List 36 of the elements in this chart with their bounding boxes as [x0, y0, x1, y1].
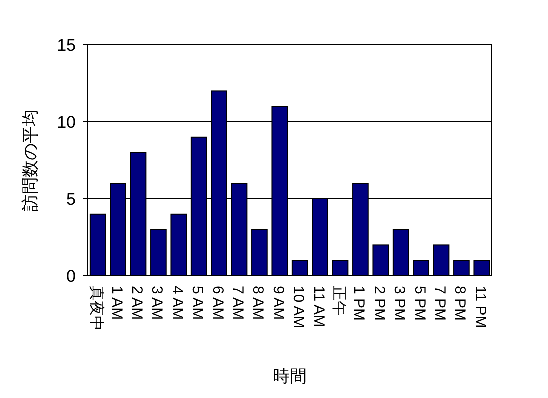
- x-tick-label: 真夜中: [88, 286, 106, 331]
- x-tick-label: 11 AM: [310, 286, 328, 328]
- y-tick-label: 15: [57, 36, 76, 55]
- bar: [433, 244, 450, 276]
- x-tick-label: 1 PM: [350, 286, 368, 322]
- bar: [150, 229, 167, 276]
- x-tick-label: 5 AM: [189, 286, 206, 320]
- bar: [170, 214, 188, 276]
- bar: [454, 260, 470, 276]
- y-tick-label: 0: [66, 267, 76, 286]
- x-tick-label: 4 AM: [168, 286, 186, 320]
- x-tick-label: 6 AM: [209, 286, 226, 320]
- bar: [252, 229, 268, 276]
- x-tick-label: 3 AM: [148, 286, 166, 320]
- x-tick-label: 2 AM: [128, 286, 146, 320]
- x-tick-label: 8 AM: [250, 286, 267, 320]
- x-tick-label: 1 AM: [108, 286, 126, 320]
- x-tick-label: 5 PM: [411, 286, 428, 322]
- bar: [372, 244, 390, 276]
- x-tick-label: 7 AM: [230, 286, 246, 320]
- x-tick-label: 3 PM: [391, 286, 408, 322]
- bar: [413, 260, 430, 276]
- y-axis-title: 訪問数の平均: [21, 110, 40, 212]
- x-tick-label: 2 PM: [370, 286, 388, 322]
- x-tick-label: 正午: [330, 286, 348, 316]
- bar: [292, 260, 308, 276]
- x-tick-label: 10 AM: [290, 286, 308, 329]
- x-tick-label: 8 PM: [452, 286, 469, 322]
- x-tick-label: 9 AM: [270, 286, 287, 320]
- bar: [392, 229, 410, 276]
- y-tick-label: 10: [57, 113, 76, 132]
- bar: [332, 260, 349, 276]
- x-tick-label: 7 PM: [432, 286, 448, 322]
- y-tick-label: 5: [66, 190, 76, 209]
- x-axis-title: 時間: [273, 367, 307, 386]
- x-tick-label: 11 PM: [472, 286, 489, 328]
